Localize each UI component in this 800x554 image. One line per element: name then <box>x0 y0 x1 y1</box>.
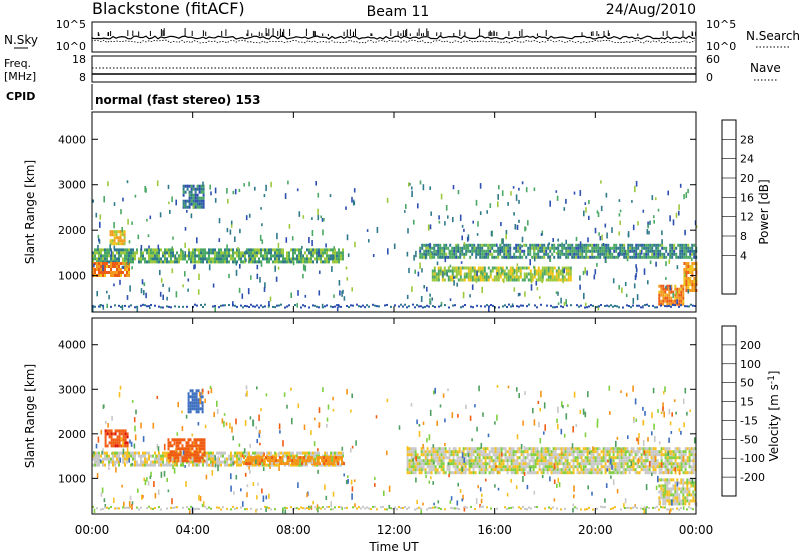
nsky-right-tick-top: 10^5 <box>706 18 736 31</box>
freq-panel: Freq. [MHz] 18 8 60 0 Nave <box>4 53 781 84</box>
cpid-label: CPID <box>6 90 35 103</box>
colorbar-tick-label: -50 <box>740 433 758 446</box>
nsky-right-tick-bottom: 10^0 <box>706 40 736 53</box>
colorbar-tick-label: 24 <box>740 153 754 166</box>
nave-tick-bottom: 0 <box>706 71 713 84</box>
power-colorbar: 28 24 20 16 12 8 4 <box>721 119 754 295</box>
ytick-label: 1000 <box>58 270 86 283</box>
ytick-label: 2000 <box>58 428 86 441</box>
colorbar-tick-label: 15 <box>740 396 754 409</box>
xtick-label: 00:00 <box>679 523 714 537</box>
ytick-label: 4000 <box>58 133 86 146</box>
nsky-noise-trace <box>91 28 697 44</box>
nsky-tick-top: 10^5 <box>56 18 86 31</box>
power-colorbar-label: Power [dB] <box>757 179 771 244</box>
ytick-label: 4000 <box>58 339 86 352</box>
colorbar-tick-label: 12 <box>740 211 754 224</box>
velocity-colorbar-label: Velocity [m s-1] <box>767 371 781 462</box>
colorbar-tick-label: -200 <box>740 471 765 484</box>
colorbar-tick-label: 20 <box>740 172 754 185</box>
time-x-axis: 00:00 04:00 08:00 12:00 16:00 20:00 00:00 <box>75 112 714 537</box>
power-y-axis: 1000 2000 3000 4000 <box>58 133 696 283</box>
colorbar-tick-label: 16 <box>740 191 754 204</box>
station-title: Blackstone (fitACF) <box>92 0 245 18</box>
xtick-label: 20:00 <box>578 523 613 537</box>
power-heatmap <box>92 180 698 313</box>
power-ylabel: Slant Range [km] <box>23 160 37 264</box>
colorbar-frame <box>721 119 737 295</box>
freq-tick-bottom: 8 <box>79 71 86 84</box>
nsky-line <box>91 35 696 40</box>
cpid-text: normal (fast stereo) 153 <box>95 93 261 107</box>
date-title: 24/Aug/2010 <box>606 2 696 18</box>
ytick-label: 1000 <box>58 472 86 485</box>
velocity-panel: 1000 2000 3000 4000 Slant Range [km] 200 100… <box>23 112 781 554</box>
scatter-band-1 <box>104 429 129 448</box>
nsky-tick-bottom: 10^0 <box>56 40 86 53</box>
nsearch-label: N.Search <box>746 29 800 43</box>
scatter-band-5 <box>406 447 697 475</box>
velocity-y-axis: 1000 2000 3000 4000 <box>58 339 696 485</box>
colorbar-tick-label: 28 <box>740 133 754 146</box>
xtick-label: 16:00 <box>477 523 512 537</box>
ytick-label: 2000 <box>58 224 86 237</box>
scatter-band-2 <box>167 438 206 463</box>
colorbar-tick-label: 50 <box>740 377 754 390</box>
nsky-label: N.Sky <box>4 33 38 47</box>
freq-tick-top: 18 <box>72 53 86 66</box>
xtick-label: 00:00 <box>75 523 110 537</box>
xtick-label: 08:00 <box>276 523 311 537</box>
scatter-speckle <box>93 385 698 515</box>
scatter-band-4 <box>243 456 345 466</box>
beam-title: Beam 11 <box>367 4 430 20</box>
freq-label: Freq. <box>4 57 31 70</box>
xtick-label: 12:00 <box>377 523 412 537</box>
nsky-panel: N.Sky 10^5 10^0 10^5 10^0 N.Search <box>4 18 800 53</box>
velocity-colorbar: 200 100 50 15 -15 -50 -100 -200 <box>721 325 765 497</box>
near-range-echoes <box>92 303 696 309</box>
colorbar-tick-label: 4 <box>740 249 747 262</box>
colorbar-tick-label: 8 <box>740 230 747 243</box>
colorbar-tick-label: 100 <box>740 358 761 371</box>
scatter-band-0 <box>92 248 344 264</box>
scatter-band-2 <box>109 230 126 246</box>
nave-label: Nave <box>750 61 781 75</box>
colorbar-tick-label: 200 <box>740 339 761 352</box>
cpid-panel: CPID normal (fast stereo) 153 <box>6 84 261 110</box>
ytick-label: 3000 <box>58 179 86 192</box>
colorbar-tick-label: -100 <box>740 452 765 465</box>
near-range-echoes <box>92 505 694 511</box>
colorbar-frame <box>721 325 737 497</box>
velocity-ylabel: Slant Range [km] <box>23 364 37 468</box>
scatter-band-1 <box>92 262 130 277</box>
xtick-label: 04:00 <box>175 523 210 537</box>
velocity-heatmap <box>92 385 698 515</box>
ytick-label: 3000 <box>58 383 86 396</box>
nsearch-line <box>91 39 696 44</box>
nave-tick-top: 60 <box>706 53 720 66</box>
colorbar-tick-label: -15 <box>740 414 758 427</box>
scatter-band-5 <box>431 266 572 282</box>
time-xlabel: Time UT <box>368 540 419 554</box>
power-panel: 1000 2000 3000 4000 Slant Range [km] 28 24 20… <box>23 111 771 313</box>
freq-unit: [MHz] <box>4 70 36 83</box>
